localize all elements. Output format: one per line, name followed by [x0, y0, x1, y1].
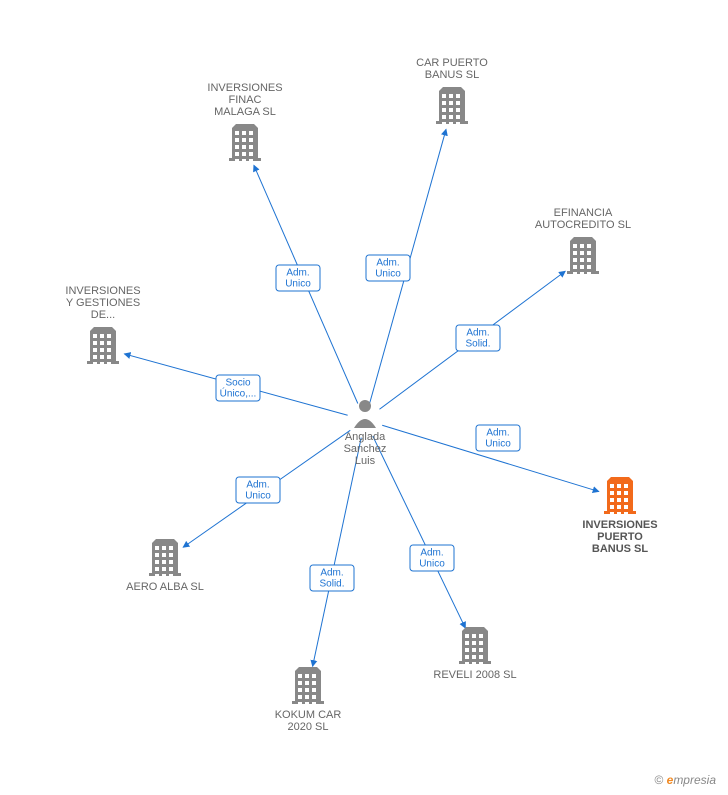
svg-text:Adm.: Adm. — [376, 258, 399, 269]
edge — [313, 438, 362, 667]
brand-rest: mpresia — [673, 773, 716, 787]
node-label: AUTOCREDITO SL — [535, 219, 631, 231]
building-icon — [149, 539, 181, 578]
svg-text:Unico: Unico — [285, 279, 311, 290]
building-icon — [567, 237, 599, 276]
edge-label: SocioÚnico,... — [216, 375, 260, 401]
node-label: 2020 SL — [288, 721, 329, 733]
svg-text:Solid.: Solid. — [319, 579, 344, 590]
building-icon — [436, 87, 468, 126]
edge-label: Adm.Solid. — [456, 325, 500, 351]
node-label: Y GESTIONES — [66, 297, 140, 309]
node-label: INVERSIONES — [65, 285, 140, 297]
person-icon — [354, 400, 376, 428]
node-label: MALAGA SL — [214, 106, 276, 118]
edge-label: Adm.Unico — [236, 477, 280, 503]
edge-label: Adm.Solid. — [310, 565, 354, 591]
edge-label: Adm.Unico — [476, 425, 520, 451]
edge-label: Adm.Unico — [276, 265, 320, 291]
edge-label: Adm.Unico — [410, 545, 454, 571]
building-icon — [229, 124, 261, 163]
svg-text:Unico: Unico — [419, 559, 445, 570]
svg-text:Unico: Unico — [485, 439, 511, 450]
svg-text:Unico: Unico — [245, 491, 271, 502]
svg-text:Adm.: Adm. — [320, 568, 343, 579]
node-label: BANUS SL — [592, 543, 649, 555]
svg-text:Solid.: Solid. — [465, 339, 490, 350]
node-label: PUERTO — [597, 531, 643, 543]
footer-copyright: © empresia — [654, 773, 716, 787]
svg-text:Socio: Socio — [225, 378, 250, 389]
node-label: EFINANCIA — [554, 207, 613, 219]
building-icon — [459, 627, 491, 666]
network-graph: Adm.UnicoAdm.UnicoAdm.Solid.Adm.UnicoAdm… — [0, 0, 728, 795]
svg-text:Adm.: Adm. — [486, 428, 509, 439]
node-label: KOKUM CAR — [275, 709, 342, 721]
node-label: INVERSIONES — [207, 82, 282, 94]
building-icon — [87, 327, 119, 366]
svg-text:Adm.: Adm. — [286, 268, 309, 279]
center-label: Anglada — [345, 431, 386, 443]
svg-text:Unico: Unico — [375, 269, 401, 280]
edge-label: Adm.Unico — [366, 255, 410, 281]
node-label: REVELI 2008 SL — [433, 669, 516, 681]
edge — [373, 436, 466, 628]
building-icon — [604, 477, 636, 516]
svg-text:Adm.: Adm. — [246, 480, 269, 491]
svg-text:Adm.: Adm. — [466, 328, 489, 339]
node-label: INVERSIONES — [582, 519, 657, 531]
building-icon — [292, 667, 324, 706]
node-label: CAR PUERTO — [416, 57, 488, 69]
center-label: Sanchez — [344, 443, 387, 455]
center-label: Luis — [355, 455, 376, 467]
node-label: DE... — [91, 309, 115, 321]
node-label: AERO ALBA SL — [126, 581, 204, 593]
copyright-symbol: © — [654, 773, 663, 787]
node-label: BANUS SL — [425, 69, 479, 81]
svg-text:Único,...: Único,... — [220, 387, 257, 400]
svg-text:Adm.: Adm. — [420, 548, 443, 559]
node-label: FINAC — [229, 94, 262, 106]
